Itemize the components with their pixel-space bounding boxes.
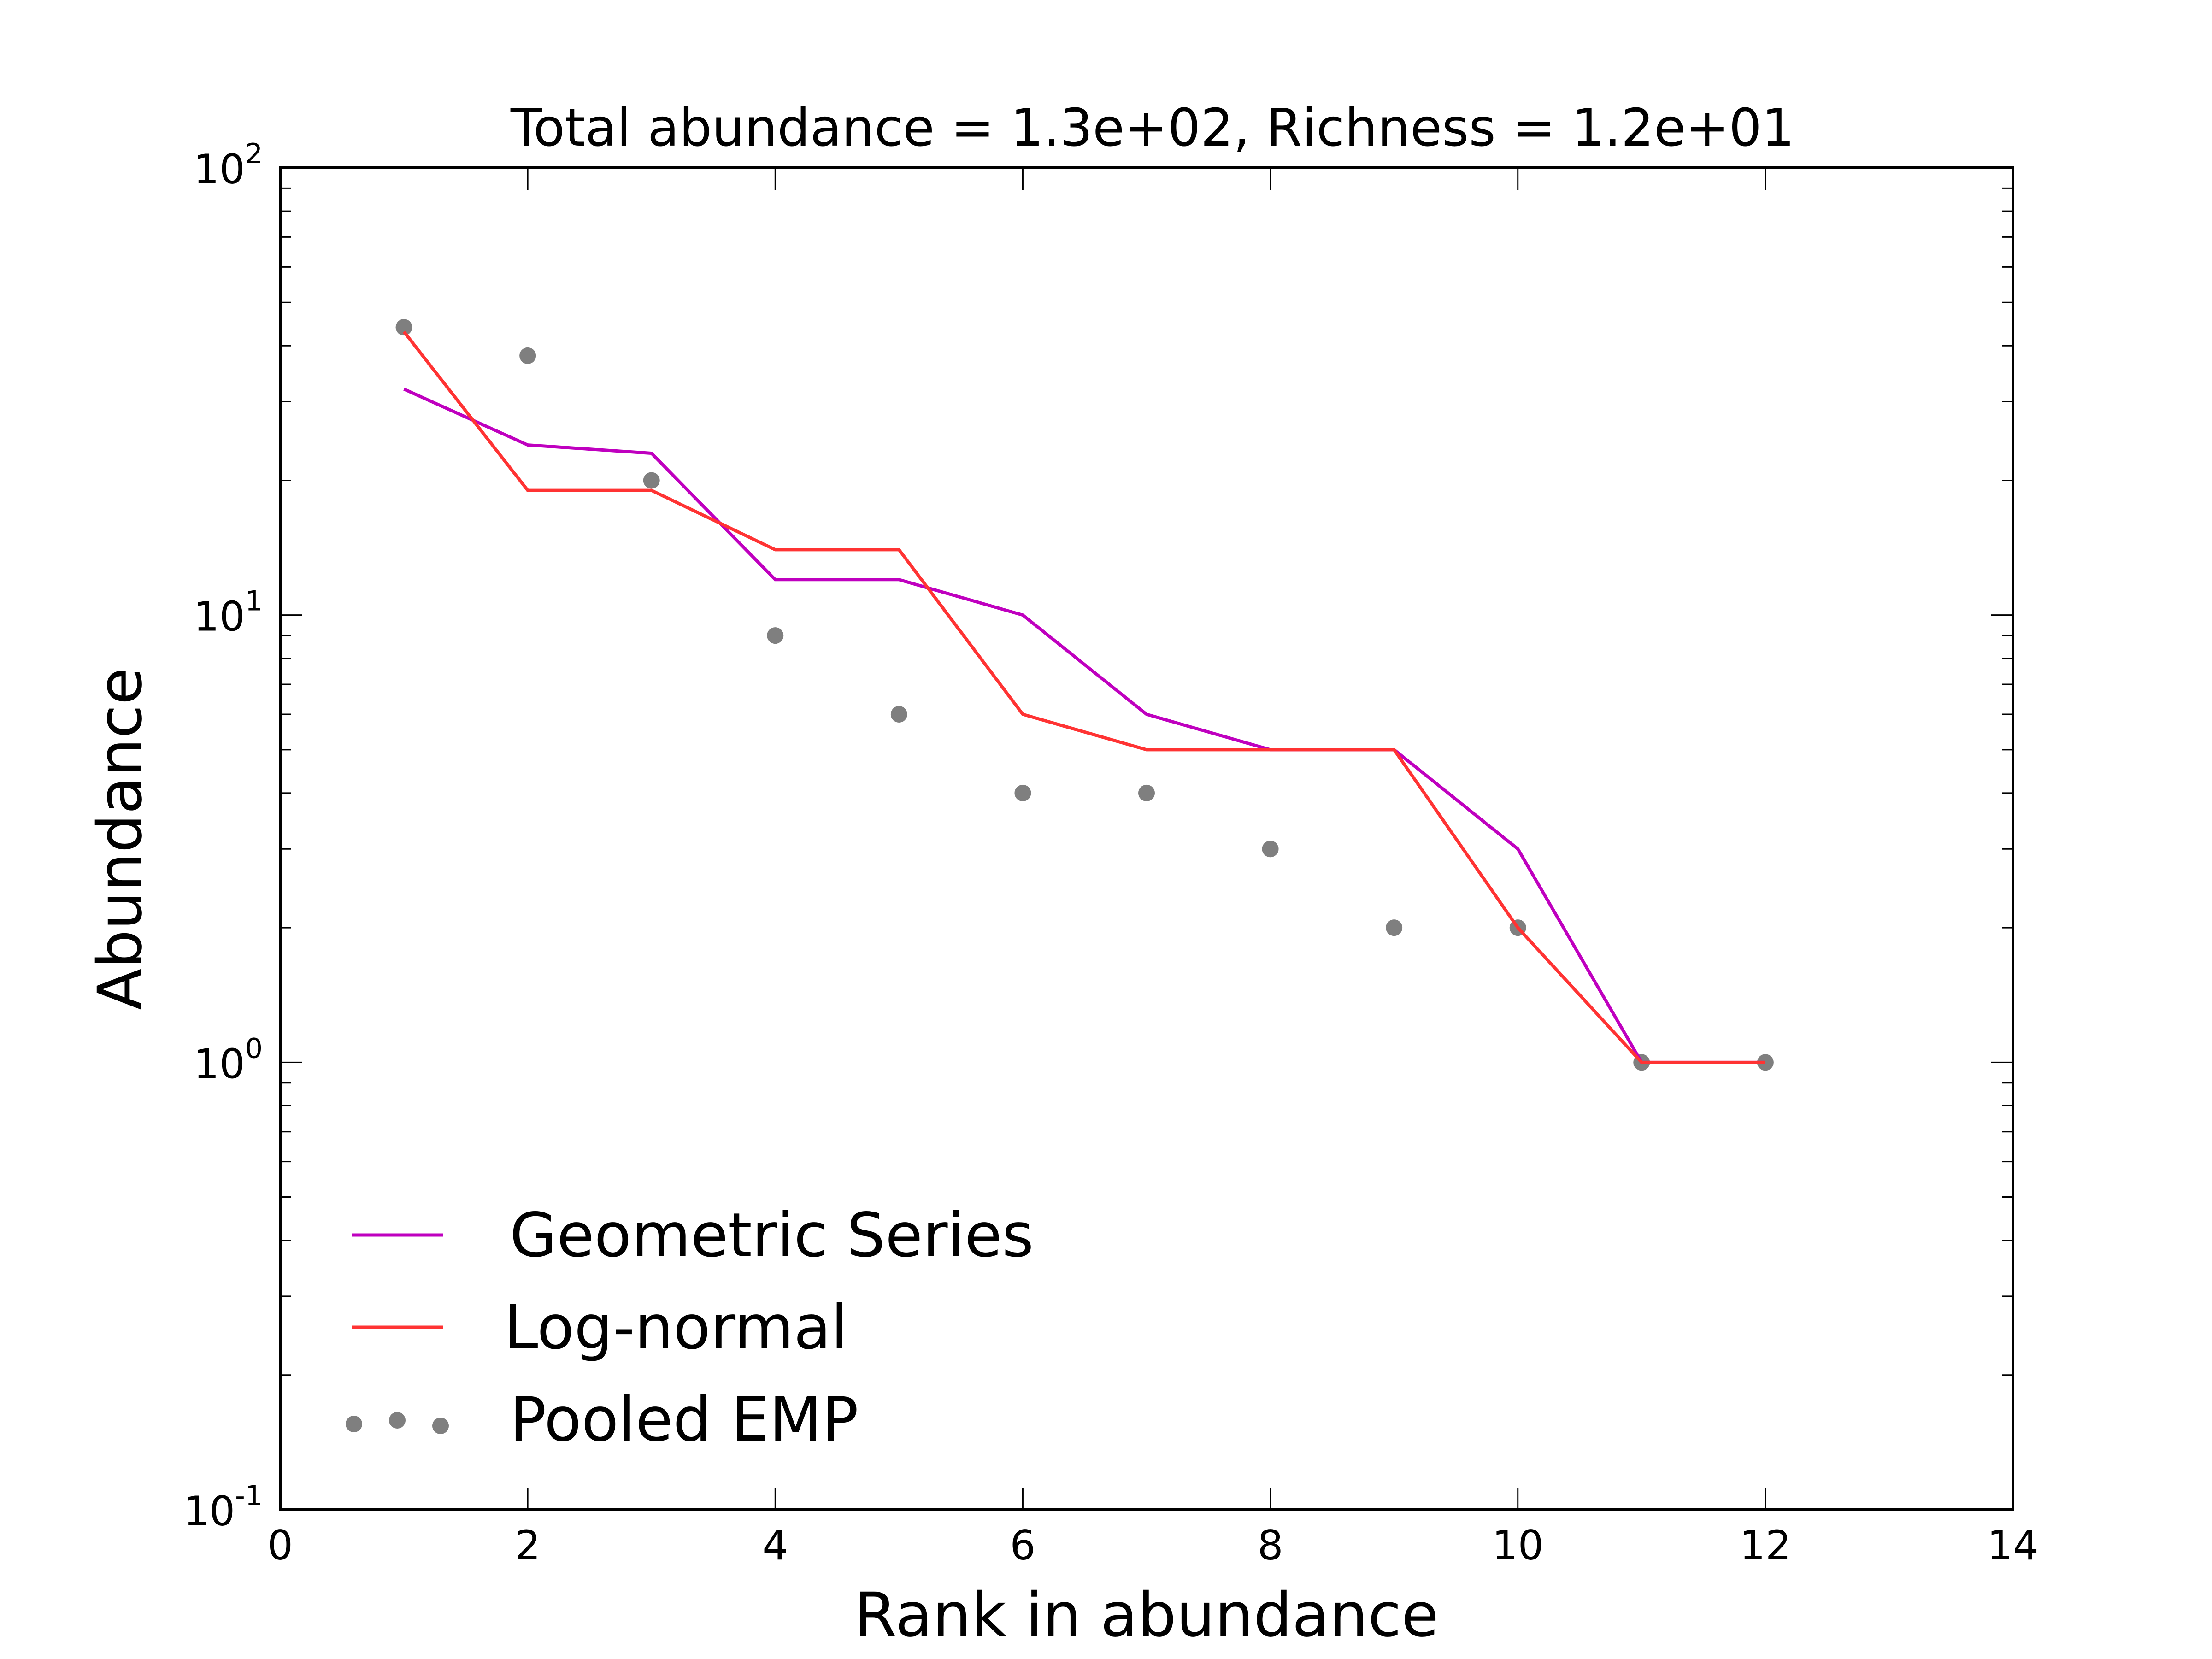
x-tick-label: 14: [1987, 1522, 2039, 1569]
pooled-emp-point: [643, 472, 660, 489]
legend-marker-pooled-emp: [346, 1416, 362, 1432]
x-tick-label: 8: [1258, 1522, 1283, 1569]
geometric-series-line: [403, 388, 1765, 1064]
legend-item-log-normal: Log-normal: [352, 1292, 848, 1363]
y-minor-ticks: [280, 187, 2013, 1376]
chart-title: Total abundance = 1.3e+02, Richness = 1.…: [510, 98, 1794, 158]
pooled-emp-point: [1014, 784, 1031, 801]
x-tick-label: 10: [1492, 1522, 1544, 1569]
y-tick-label: 102: [194, 138, 263, 193]
pooled-emp-point: [1138, 784, 1155, 801]
pooled-emp-point: [395, 319, 412, 336]
pooled-emp-point: [1386, 919, 1403, 936]
x-tick-label: 12: [1740, 1522, 1791, 1569]
legend-marker-pooled-emp: [432, 1418, 449, 1434]
y-tick-label: 10-1: [183, 1480, 263, 1535]
y-axis-label: Abundance: [85, 667, 156, 1010]
pooled-emp-point: [1262, 841, 1279, 858]
x-axis-label: Rank in abundance: [854, 1580, 1439, 1651]
x-tick-label: 0: [267, 1522, 293, 1569]
legend-item-pooled-emp: Pooled EMP: [346, 1384, 859, 1455]
x-tick-labels: 0 2 4 6 8 10 12 14: [267, 1522, 2039, 1569]
series-log-normal: [402, 330, 1765, 1064]
y-tick-exponent: 1: [245, 585, 263, 618]
plot-frame: [279, 166, 2014, 1511]
log-normal-line: [402, 330, 1765, 1064]
legend-label-pooled-emp: Pooled EMP: [510, 1384, 859, 1455]
series-geometric-series: [403, 388, 1765, 1064]
legend-item-geometric-series: Geometric Series: [352, 1200, 1034, 1271]
y-tick-label: 101: [194, 585, 263, 641]
y-tick-base: 10: [194, 1040, 245, 1088]
x-tick-label: 4: [762, 1522, 788, 1569]
y-tick-base: 10: [194, 146, 245, 193]
legend-label-geometric-series: Geometric Series: [510, 1200, 1034, 1271]
pooled-emp-point: [767, 627, 784, 644]
x-tick-label: 2: [515, 1522, 541, 1569]
legend-label-log-normal: Log-normal: [504, 1292, 848, 1363]
y-tick-exponent: 2: [245, 138, 263, 170]
legend: Geometric Series Log-normal Pooled EMP: [346, 1200, 1034, 1455]
y-tick-base: 10: [183, 1488, 235, 1535]
y-tick-exponent: -1: [235, 1480, 263, 1512]
y-tick-exponent: 0: [245, 1032, 263, 1065]
x-tick-label: 6: [1010, 1522, 1035, 1569]
series-layer: [395, 319, 1774, 1071]
legend-marker-pooled-emp: [389, 1412, 406, 1429]
y-tick-label: 100: [194, 1032, 263, 1088]
y-tick-base: 10: [194, 593, 245, 641]
pooled-emp-point: [890, 706, 907, 723]
pooled-emp-point: [519, 347, 536, 364]
